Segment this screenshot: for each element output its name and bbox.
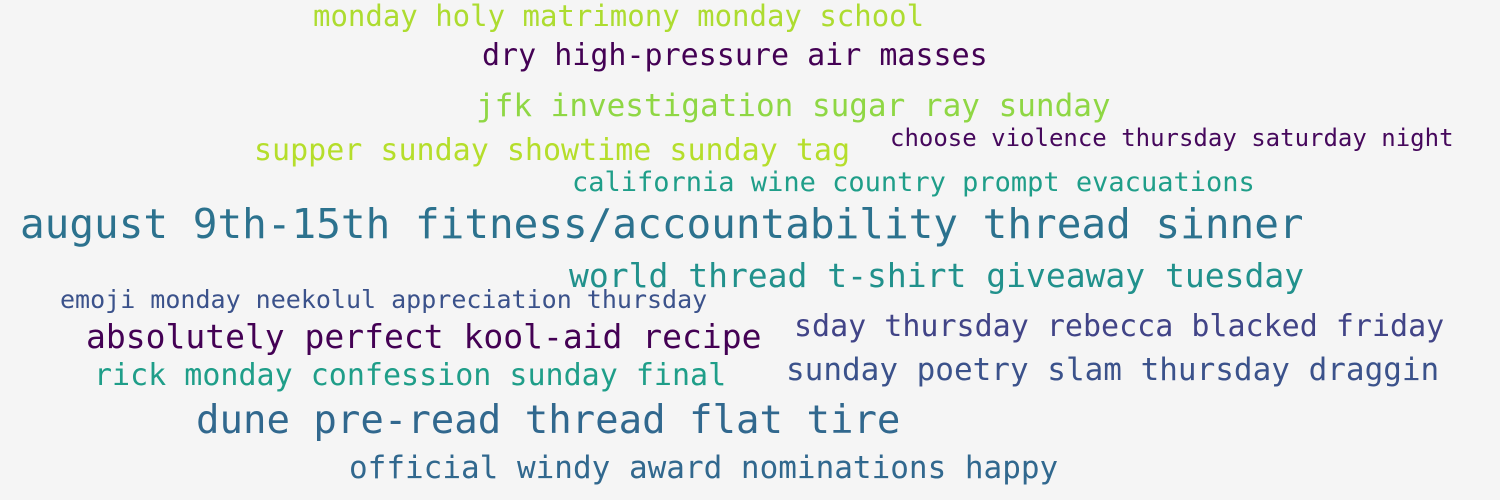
- phrase-dune-pre-read: dune pre-read thread flat tire: [196, 398, 901, 443]
- phrase-jfk-investigation: jfk investigation sugar ray sunday: [476, 88, 1111, 124]
- phrase-emoji-monday: emoji monday neekolul appreciation thurs…: [60, 285, 708, 314]
- phrase-sunday-poetry-slam: sunday poetry slam thursday draggin: [786, 352, 1440, 388]
- phrase-kool-aid-recipe: absolutely perfect kool-aid recipe: [86, 317, 762, 356]
- phrase-august-fitness-thread: august 9th-15th fitness/accountability t…: [20, 200, 1304, 248]
- phrase-supper-sunday: supper sunday showtime sunday tag: [254, 133, 851, 168]
- phrase-choose-violence: choose violence thursday saturday night: [890, 124, 1454, 152]
- phrase-california-wine: california wine country prompt evacuatio…: [572, 167, 1255, 198]
- phrase-rick-monday-confession: rick monday confession sunday final: [94, 358, 727, 393]
- phrase-dry-high-pressure: dry high-pressure air masses: [482, 38, 988, 73]
- phrase-sday-thursday-rebecca: sday thursday rebecca blacked friday: [794, 309, 1445, 344]
- phrase-monday-holy-matrimony: monday holy matrimony monday school: [313, 0, 925, 33]
- phrase-official-windy-award: official windy award nominations happy: [349, 450, 1059, 486]
- phrase-world-thread-tshirt: world thread t-shirt giveaway tuesday: [569, 256, 1305, 295]
